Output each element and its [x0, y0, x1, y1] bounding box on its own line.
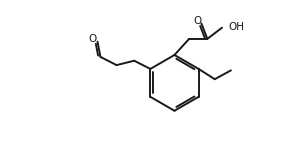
Text: OH: OH — [228, 22, 244, 32]
Text: O: O — [194, 16, 202, 26]
Text: O: O — [88, 34, 96, 44]
